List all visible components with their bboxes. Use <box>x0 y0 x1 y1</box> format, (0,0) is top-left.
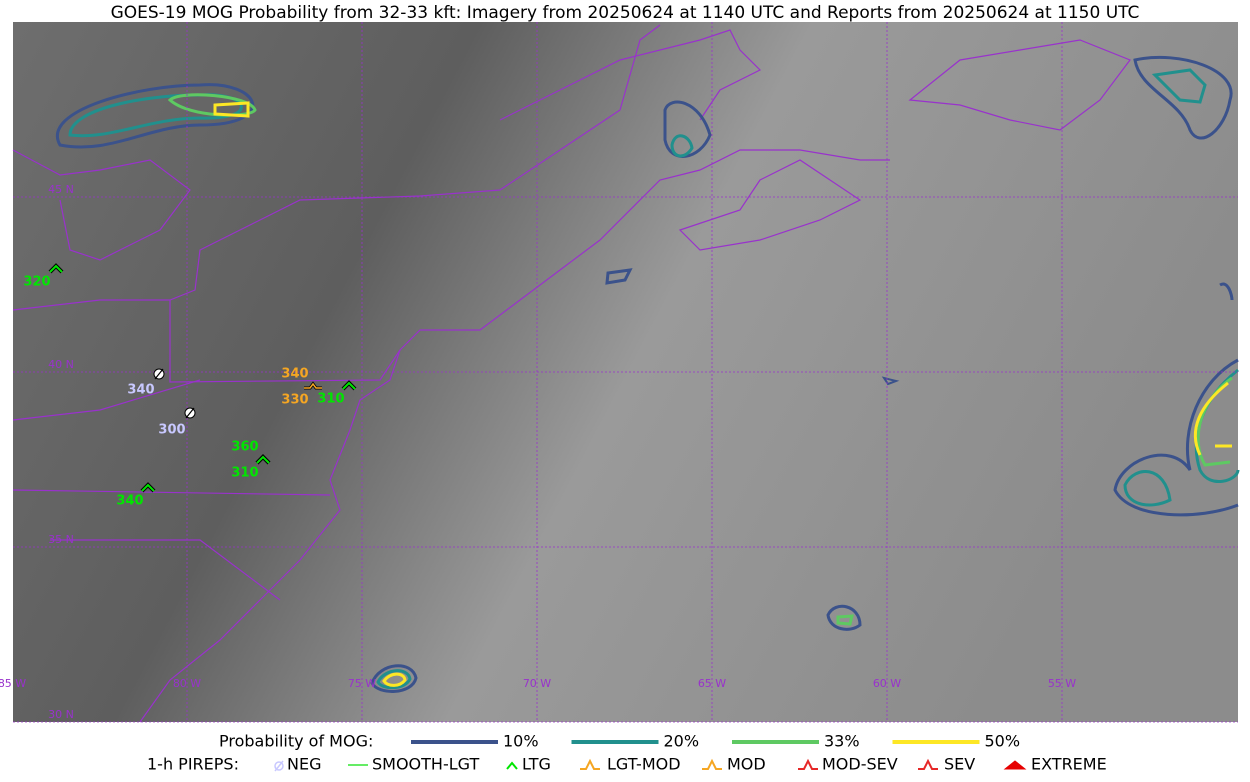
legend-label: MOD <box>727 755 766 774</box>
legend-icon <box>580 758 600 770</box>
lon-label: 75 W <box>348 677 376 690</box>
pirep-label: 360 <box>231 440 258 455</box>
mog-contours <box>56 55 1240 693</box>
legend-label: LTG <box>522 755 551 774</box>
pirep-label: 300 <box>158 423 185 438</box>
pirep-label: 320 <box>23 275 50 290</box>
legend-icon <box>918 758 938 770</box>
legend-label: SMOOTH-LGT <box>372 755 479 774</box>
lat-label: 35 N <box>48 533 74 546</box>
legend-label: NEG <box>287 755 321 774</box>
pirep-marker <box>342 381 356 390</box>
legend-label: MOD-SEV <box>822 755 898 774</box>
legend-label: LGT-MOD <box>607 755 681 774</box>
legend-title: 1-h PIREPS: <box>147 755 239 774</box>
legend-title: Probability of MOG: <box>219 732 373 751</box>
coastlines <box>12 24 1131 723</box>
lon-label: 55 W <box>1048 677 1076 690</box>
pirep-marker <box>49 264 63 273</box>
title: GOES-19 MOG Probability from 32-33 kft: … <box>111 3 1140 23</box>
legend-label: 50% <box>985 732 1021 751</box>
legend-label: SEV <box>944 755 975 774</box>
legend-label: 20% <box>664 732 700 751</box>
lat-label: 45 N <box>48 183 74 196</box>
legend-label: 33% <box>824 732 860 751</box>
lon-label: 85 W <box>0 677 26 690</box>
pirep-marker <box>185 407 195 419</box>
lat-label: 40 N <box>48 358 74 371</box>
pirep-label: 310 <box>317 392 344 407</box>
pirep-label: 310 <box>231 466 258 481</box>
legend-icon <box>702 758 722 770</box>
legend-icon <box>274 760 284 772</box>
pireps: 320 340 300 340 330 310 360 310 340 <box>23 263 357 509</box>
legend-icon <box>1003 760 1027 770</box>
lon-label: 70 W <box>523 677 551 690</box>
legend: Probability of MOG: 10% 20% 33% 50% 1-h PIREP… <box>147 732 1107 774</box>
legend-icon <box>798 758 818 770</box>
pirep-label: 330 <box>281 393 308 408</box>
pirep-marker <box>304 382 322 389</box>
pirep-marker <box>256 455 270 464</box>
pirep-label: 340 <box>116 494 143 509</box>
lat-lon-grid: 45 N 40 N 35 N 30 N 85 W 80 W 75 W 70 W 65 W 60 W… <box>0 22 1238 723</box>
pirep-marker <box>141 483 155 492</box>
legend-label: 10% <box>503 732 539 751</box>
lat-label: 30 N <box>48 708 74 721</box>
legend-icon <box>274 761 284 771</box>
pirep-marker <box>154 368 164 380</box>
legend-icon <box>506 761 518 770</box>
lon-label: 65 W <box>698 677 726 690</box>
lon-label: 80 W <box>173 677 201 690</box>
legend-label: EXTREME <box>1031 755 1107 774</box>
lon-label: 60 W <box>873 677 901 690</box>
pirep-label: 340 <box>281 367 308 382</box>
pirep-label: 340 <box>127 383 154 398</box>
